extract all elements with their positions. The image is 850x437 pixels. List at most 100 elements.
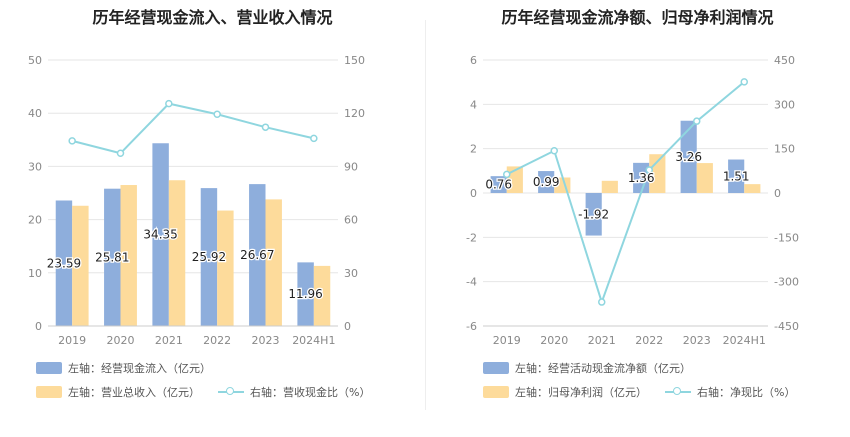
bar-series-2 — [168, 180, 186, 326]
bar-series-2 — [313, 265, 331, 326]
y-tick-left-label: 20 — [28, 214, 42, 227]
ratio-point — [503, 170, 511, 179]
legend-row-2: 左轴：营业总收入（亿元） 右轴：营收现金比（%） — [36, 384, 370, 400]
legend-swatch-cash-inflow — [36, 362, 62, 374]
x-tick-label: 2022 — [203, 334, 231, 347]
bar-data-label: 0.76 — [485, 178, 512, 192]
legend-row-1: 左轴：经营活动现金流净额（亿元） — [483, 360, 691, 376]
y-tick-right-label: 90 — [344, 160, 358, 173]
y-tick-left-label: 30 — [28, 160, 42, 173]
x-tick-label: 2020 — [540, 334, 568, 347]
ratio-point — [116, 149, 125, 158]
x-tick-label: 2019 — [58, 334, 86, 347]
chart-plot-area: 0 0 10 30 20 60 30 90 40 120 50 150 2019 2020 2021 2022… — [28, 54, 365, 347]
bar-series-1 — [680, 120, 697, 193]
y-tick-right-label: 150 — [344, 54, 365, 67]
x-tick-label: 2021 — [155, 334, 183, 347]
bar-series-2 — [217, 210, 234, 326]
cash-inflow-revenue-chart: 历年经营现金流入、营业收入情况 0 0 10 30 20 60 30 90 40 120 50 150… — [28, 8, 370, 400]
y-tick-left-label: 6 — [470, 54, 477, 67]
bar-series-1 — [490, 176, 507, 193]
x-tick-label: 2024H1 — [292, 334, 335, 347]
bar-data-label: 1.36 — [628, 171, 655, 185]
ratio-point — [645, 166, 653, 174]
chart-title: 历年经营现金流净额、归母净利润情况 — [501, 8, 774, 27]
x-tick-label: 2023 — [252, 334, 280, 347]
legend-label-ratio: 右轴：营收现金比（%） — [250, 386, 371, 399]
ratio-point — [165, 99, 173, 108]
bar-series-1 — [728, 159, 745, 193]
y-tick-right-label: 150 — [774, 143, 795, 156]
x-tick-label: 2021 — [588, 334, 616, 347]
ratio-point — [598, 298, 606, 306]
bar-series-2 — [120, 185, 137, 326]
bar-data-label: 25.92 — [192, 250, 226, 264]
legend-label-revenue: 左轴：营业总收入（亿元） — [68, 386, 200, 399]
legend-swatch-revenue — [36, 386, 62, 398]
legend-label-net-cash-ratio: 右轴：净现比（%） — [697, 386, 796, 399]
legend-swatch-net-profit — [483, 386, 509, 398]
bar-series-1 — [200, 188, 218, 326]
bar-series-1 — [297, 262, 314, 326]
x-tick-label: 2023 — [683, 334, 711, 347]
bar-data-label: 3.26 — [675, 150, 702, 164]
bar-series-1 — [152, 143, 169, 326]
bar-series-1 — [633, 162, 650, 193]
bar-series-1 — [104, 188, 121, 326]
y-tick-right-label: -300 — [774, 276, 799, 289]
legend-swatch-net-cash — [483, 362, 509, 374]
bar-data-label: 34.35 — [143, 228, 177, 242]
ratio-point — [693, 117, 701, 125]
bar-data-label: 0.99 — [533, 175, 560, 189]
bar-series-1 — [249, 184, 266, 326]
chart-plot-area: -6 -450 -4 -300 -2 -150 0 0 2 150 4 300 6 450 2019 2020… — [466, 54, 799, 347]
net-cash-profit-chart: 历年经营现金流净额、归母净利润情况 -6 -450 -4 -300 -2 -150 0 0 2 1… — [425, 0, 850, 437]
y-tick-left-label: 2 — [470, 143, 477, 156]
bar-data-label: 26.67 — [240, 248, 274, 262]
y-tick-right-label: 0 — [344, 320, 351, 333]
y-tick-left-label: 40 — [28, 107, 42, 120]
legend-label-cash-inflow: 左轴：经营现金流入（亿元） — [68, 362, 211, 375]
y-tick-right-label: 120 — [344, 107, 365, 120]
ratio-point — [213, 110, 221, 119]
y-tick-right-label: 450 — [774, 54, 795, 67]
bar-data-label: 1.51 — [723, 169, 750, 183]
ratio-line — [506, 81, 745, 306]
ratio-point — [740, 78, 748, 86]
x-tick-label: 2019 — [493, 334, 521, 347]
legend-row-1: 左轴：经营现金流入（亿元） — [36, 360, 211, 376]
ratio-point — [68, 137, 76, 145]
y-tick-right-label: 300 — [774, 98, 795, 111]
legend-row-2: 左轴：归母净利润（亿元） 右轴：净现比（%） — [483, 384, 795, 400]
bar-series-2 — [744, 184, 761, 193]
ratio-line — [71, 102, 315, 155]
x-tick-label: 2024H1 — [723, 334, 766, 347]
y-tick-left-label: 0 — [470, 187, 477, 200]
y-tick-left-label: 4 — [470, 98, 477, 111]
legend-label-net-profit: 左轴：归母净利润（亿元） — [515, 386, 647, 399]
y-tick-left-label: 10 — [28, 267, 42, 280]
chart-title: 历年经营现金流入、营业收入情况 — [92, 8, 333, 27]
x-tick-label: 2022 — [635, 334, 663, 347]
bar-data-label: 23.59 — [47, 256, 81, 270]
bar-series-1 — [538, 171, 555, 193]
legend-swatch-ratio — [218, 386, 244, 398]
y-tick-left-label: 0 — [35, 320, 42, 333]
y-tick-left-label: -6 — [466, 320, 477, 333]
bar-series-2 — [696, 163, 713, 193]
bar-series-2 — [265, 199, 282, 326]
y-tick-right-label: 30 — [344, 267, 358, 280]
bar-data-label: -1.92 — [578, 207, 609, 221]
legend-label-net-cash: 左轴：经营活动现金流净额（亿元） — [515, 362, 691, 375]
bar-series-2 — [601, 180, 618, 193]
panel-divider — [425, 20, 426, 410]
bar-series-1 — [585, 193, 602, 236]
ratio-point — [310, 134, 318, 143]
ratio-point — [261, 123, 270, 131]
x-tick-label: 2020 — [107, 334, 135, 347]
ratio-point — [550, 146, 558, 155]
legend-swatch-net-cash-ratio — [665, 386, 691, 398]
bar-series-2 — [72, 205, 89, 326]
bar-series-2 — [649, 154, 666, 193]
bar-series-1 — [55, 200, 73, 326]
